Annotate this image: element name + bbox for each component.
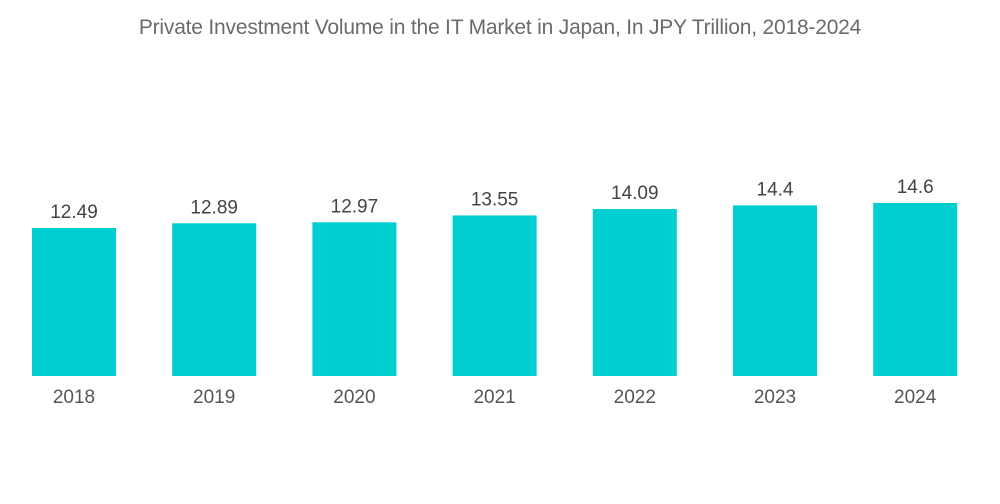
bar-2021: [452, 215, 537, 376]
value-label-2019: 12.89: [190, 197, 238, 218]
category-label-2023: 2023: [754, 387, 796, 408]
value-label-2018: 12.49: [50, 202, 98, 223]
bar-2023: [733, 205, 817, 376]
value-label-2024: 14.6: [897, 177, 934, 198]
bar-2018: [32, 228, 116, 376]
bar-2022: [592, 209, 677, 376]
value-label-2021: 13.55: [471, 189, 519, 210]
category-label-2020: 2020: [333, 387, 375, 408]
bars-group: [32, 203, 958, 376]
value-label-2020: 12.97: [331, 196, 379, 217]
category-label-2018: 2018: [53, 387, 95, 408]
category-labels-group: 2018 2019 2020 2021 2022 2023 2024: [53, 387, 937, 408]
category-label-2024: 2024: [894, 387, 937, 408]
chart-title: Private Investment Volume in the IT Mark…: [138, 16, 862, 39]
category-label-2019: 2019: [193, 387, 235, 408]
bar-2020: [312, 222, 397, 376]
bar-2019: [172, 223, 257, 376]
value-labels-group: 12.49 12.89 12.97 13.55 14.09 14.4 14.6: [50, 177, 933, 223]
category-label-2022: 2022: [614, 387, 656, 408]
value-label-2023: 14.4: [757, 179, 794, 200]
bar-2024: [873, 203, 958, 376]
category-label-2021: 2021: [473, 387, 515, 408]
value-label-2022: 14.09: [611, 183, 659, 204]
